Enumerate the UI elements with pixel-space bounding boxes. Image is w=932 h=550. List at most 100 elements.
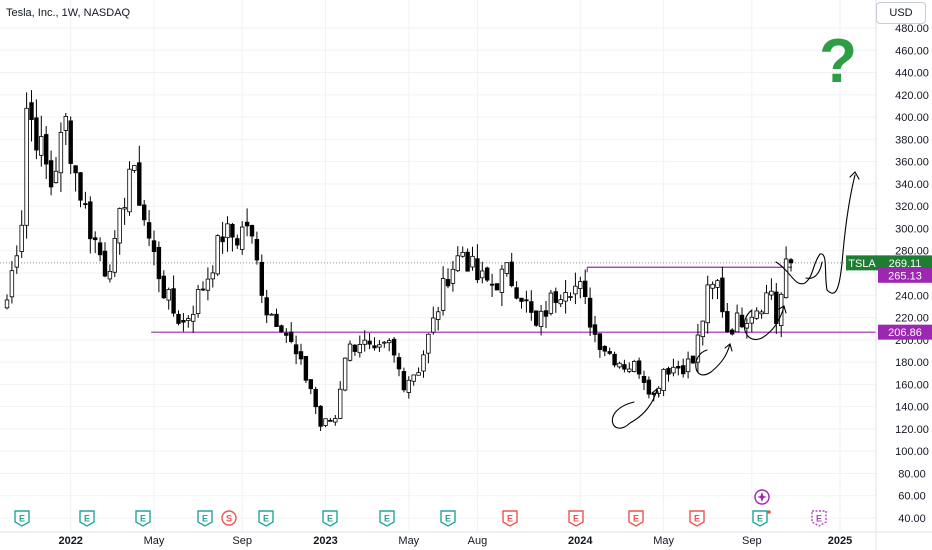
candle: [63, 112, 68, 146]
earnings-marker[interactable]: E: [322, 510, 338, 527]
candle-body: [239, 226, 245, 250]
earnings-marker[interactable]: E: [14, 510, 30, 527]
candle-body: [578, 281, 583, 290]
y-tick-label: 420.00: [895, 90, 929, 102]
candle-body: [58, 132, 64, 174]
candle-body: [357, 344, 362, 354]
candle: [215, 234, 220, 276]
earnings-marker[interactable]: E: [197, 510, 213, 527]
candle-body: [73, 165, 78, 174]
earnings-marker-shape: [502, 510, 518, 527]
earnings-marker-label: E: [507, 514, 513, 524]
y-tick-label: 300.00: [895, 223, 929, 235]
candle-body: [48, 160, 54, 188]
candle-body: [450, 268, 456, 284]
candle: [632, 359, 637, 373]
y-tick-label: 120.00: [895, 424, 929, 436]
projection-path: [775, 174, 856, 294]
candle-body: [83, 203, 88, 206]
candle-body: [19, 224, 24, 252]
candle: [460, 246, 465, 258]
spark-icon[interactable]: [754, 489, 770, 505]
earnings-marker[interactable]: E: [440, 510, 456, 527]
ticker-badge: [846, 255, 878, 271]
candle: [382, 340, 387, 348]
candle-body: [195, 289, 201, 314]
candle: [587, 287, 593, 336]
candle-body: [372, 345, 377, 349]
earnings-marker-label: S: [226, 514, 232, 524]
x-tick-label: 2022: [58, 535, 82, 547]
candle: [465, 248, 470, 272]
candle: [342, 357, 348, 392]
candle: [14, 245, 19, 274]
candle-body: [298, 351, 304, 360]
candle: [372, 337, 377, 351]
earnings-marker[interactable]: E: [502, 510, 518, 527]
candle: [88, 196, 93, 254]
earnings-marker[interactable]: E: [568, 510, 584, 527]
candle-body: [151, 240, 157, 252]
candle: [313, 386, 318, 415]
candle: [450, 260, 456, 292]
candle-body: [328, 419, 333, 422]
candle-body: [445, 279, 451, 287]
candle-body: [396, 357, 402, 370]
candle-body: [122, 207, 127, 210]
earnings-marker[interactable]: E: [689, 510, 705, 527]
earnings-marker[interactable]: E: [379, 510, 395, 527]
earnings-marker[interactable]: E: [258, 510, 274, 527]
candle-body: [681, 365, 686, 375]
candle: [519, 297, 524, 309]
earnings-marker[interactable]: E: [811, 510, 827, 527]
candle-body: [514, 287, 519, 299]
candle-body: [14, 255, 19, 268]
candle-body: [504, 262, 509, 274]
currency-button[interactable]: USD: [876, 2, 926, 24]
earnings-marker[interactable]: E: [135, 510, 151, 527]
candle: [122, 197, 127, 225]
arrow-curve-1: [611, 388, 658, 429]
candle-body: [225, 223, 230, 239]
candle-body: [117, 208, 122, 244]
earnings-marker[interactable]: S: [221, 510, 237, 526]
candle: [739, 307, 745, 329]
earnings-marker-shape: [379, 510, 395, 527]
candle: [553, 287, 558, 313]
candle-body: [416, 372, 421, 376]
candle: [641, 370, 647, 391]
earnings-marker[interactable]: E: [79, 510, 95, 527]
candle: [171, 275, 176, 317]
candle-body: [249, 225, 255, 237]
candle-body: [676, 365, 681, 369]
candle: [83, 191, 88, 209]
candle: [524, 290, 529, 313]
candle-body: [739, 314, 745, 328]
candle-body: [308, 379, 313, 390]
candle-body: [700, 320, 705, 338]
earnings-marker-shape: [568, 510, 584, 527]
earnings-marker-shape: [322, 510, 338, 527]
candle-body: [347, 343, 353, 361]
earnings-marker[interactable]: E: [628, 510, 644, 527]
candle-body: [137, 162, 142, 206]
earnings-marker[interactable]: E: [752, 510, 768, 527]
candle: [205, 267, 211, 301]
candle-body: [725, 311, 730, 333]
candle: [259, 254, 264, 304]
candle: [470, 246, 475, 271]
candle-body: [367, 340, 372, 345]
candle-body: [171, 288, 176, 314]
candle: [29, 90, 34, 142]
candle: [509, 252, 514, 288]
candle: [734, 304, 740, 333]
candle-body: [646, 379, 652, 395]
candle: [646, 376, 652, 399]
y-tick-label: 80.00: [898, 468, 926, 480]
candle: [249, 224, 255, 244]
candle: [220, 221, 225, 254]
candle: [337, 381, 343, 420]
candle: [117, 207, 122, 255]
candle: [78, 171, 83, 208]
